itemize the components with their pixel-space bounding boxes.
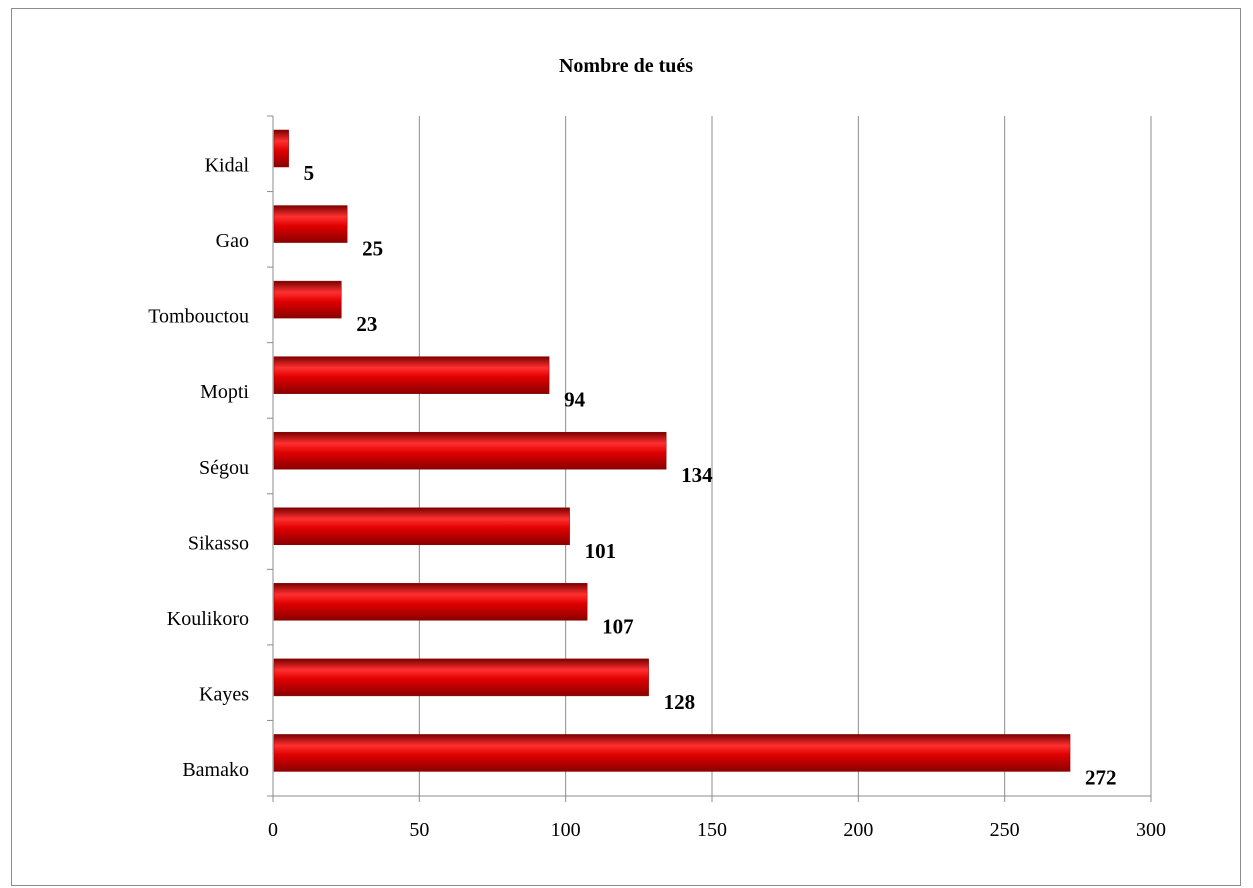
bar-sikasso [273, 507, 570, 546]
x-tick-label: 150 [697, 819, 727, 841]
bar-tombouctou [273, 280, 342, 319]
bar-mopti [273, 356, 550, 394]
data-label: 23 [356, 312, 377, 336]
data-label: 94 [564, 388, 586, 412]
y-tick-label: Kayes [199, 683, 249, 705]
axis-layer: 0 50 100 150 200 250 300 [267, 115, 1166, 841]
bar-layer [273, 129, 1071, 772]
chart-title: Nombre de tués [558, 55, 694, 77]
x-tick-label: 250 [990, 819, 1020, 841]
bar-koulikoro [273, 583, 588, 621]
data-label: 134 [681, 463, 713, 487]
bar-ségou [273, 431, 667, 470]
y-tick-label: Ségou [199, 457, 249, 479]
bar-kidal [273, 129, 289, 168]
label-layer: 272 Bamako 128 Kayes 107 Koulikoro 101 Sikasso 1… [148, 155, 1116, 790]
y-tick-label: Gao [216, 230, 249, 252]
y-tick-label: Bamako [182, 759, 249, 781]
x-tick-label: 100 [551, 819, 581, 841]
data-label: 5 [304, 161, 315, 185]
y-tick-label: Kidal [205, 155, 250, 177]
x-tick-label: 50 [409, 819, 429, 841]
data-label: 107 [602, 614, 634, 638]
y-tick-label: Tombouctou [148, 306, 249, 328]
bar-gao [273, 205, 348, 243]
x-tick-label: 300 [1136, 819, 1166, 841]
data-label: 128 [664, 690, 696, 714]
x-tick-label: 0 [268, 819, 278, 841]
data-label: 25 [362, 237, 383, 261]
data-label: 272 [1085, 765, 1117, 789]
x-tick-label: 200 [843, 819, 873, 841]
bar-bamako [273, 734, 1071, 772]
y-tick-label: Mopti [200, 381, 249, 403]
bar-kayes [273, 658, 649, 697]
y-tick-label: Sikasso [188, 532, 249, 554]
data-label: 101 [585, 539, 617, 563]
y-tick-label: Koulikoro [167, 608, 249, 630]
